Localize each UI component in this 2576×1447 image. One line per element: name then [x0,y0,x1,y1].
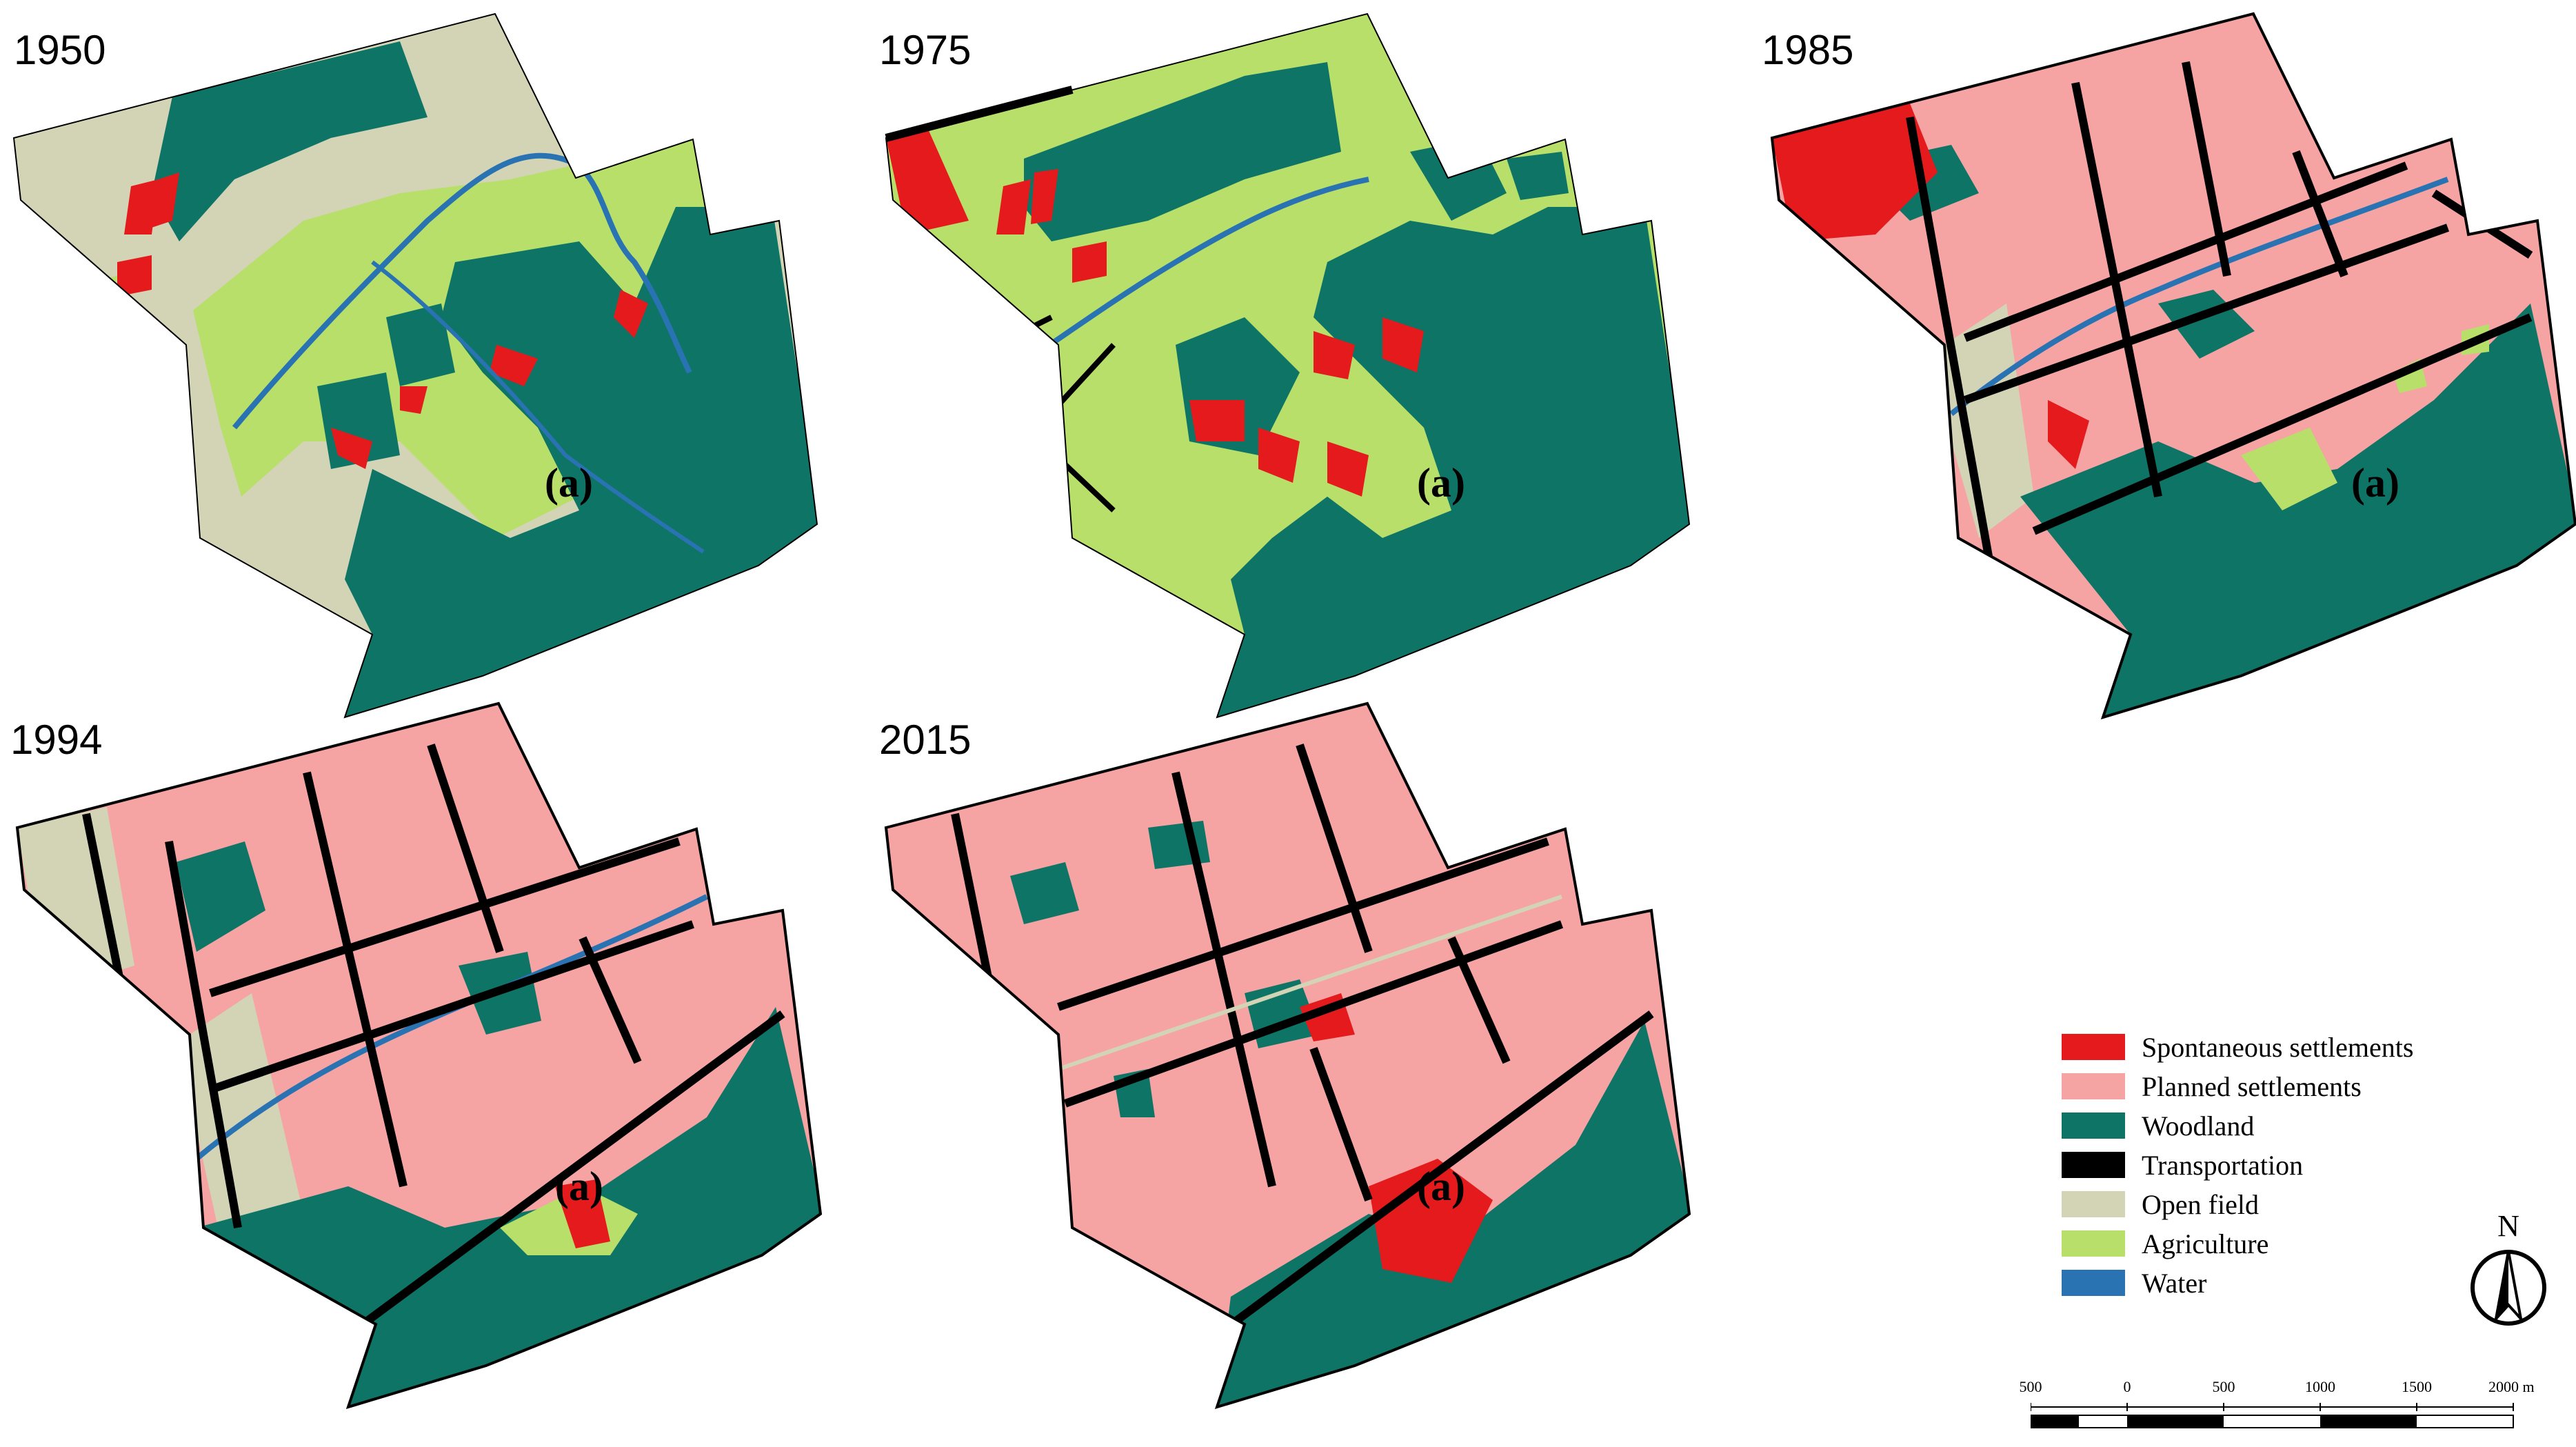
land-use-map: (a) [13,13,818,718]
legend-swatch [2062,1152,2125,1178]
site-label-a: (a) [1417,1164,1465,1209]
legend-item-planned: Planned settlements [2062,1070,2362,1102]
legend-label: Planned settlements [2142,1070,2362,1102]
year-label: 1975 [879,27,972,73]
site-label-a: (a) [1417,460,1465,506]
legend-label: Agriculture [2142,1228,2269,1259]
land-use-map: (a) [16,702,822,1408]
legend-swatch [2062,1270,2125,1296]
year-label: 2015 [879,717,972,763]
north-arrow-icon: N [2471,1209,2546,1326]
scale-tick-label: 500 [2019,1378,2042,1395]
north-arrow: N [2460,1208,2557,1336]
legend-swatch [2062,1230,2125,1257]
legend-item-spontaneous: Spontaneous settlements [2062,1031,2413,1063]
legend-swatch [2062,1112,2125,1139]
legend-swatch [2062,1034,2125,1060]
scale-tick-label: 1500 [2402,1378,2432,1395]
legend-item-agriculture: Agriculture [2062,1228,2268,1259]
legend-label: Water [2142,1267,2207,1299]
legend-label: Spontaneous settlements [2142,1031,2414,1063]
land-use-map: (a) [885,13,1690,718]
scale-tick-label: 1000 [2305,1378,2335,1395]
legend-label: Woodland [2142,1110,2255,1141]
year-label: 1985 [1762,27,1854,73]
north-label: N [2497,1209,2519,1243]
site-label-a: (a) [2351,460,2399,506]
scale-bar: 500 0 500 1000 1500 2000 m [2020,1378,2535,1440]
legend-label: Open field [2142,1188,2259,1220]
year-label: 1994 [10,717,103,763]
legend-item-open-field: Open field [2062,1188,2259,1220]
land-use-map: (a) [885,702,1691,1408]
legend-item-woodland: Woodland [2062,1110,2254,1141]
site-label-a: (a) [555,1164,603,1209]
legend-swatch [2062,1073,2125,1099]
site-label-a: (a) [545,460,593,506]
legend-label: Transportation [2142,1149,2304,1181]
scale-bar-graphic [2031,1403,2514,1428]
year-label: 1950 [14,27,106,73]
legend-swatch [2062,1191,2125,1217]
scale-unit: m [2522,1378,2535,1395]
legend-item-transportation: Transportation [2062,1149,2303,1181]
land-use-map: (a) [1771,12,2576,719]
legend-item-water: Water [2062,1267,2207,1299]
scale-tick-label: 0 [2123,1378,2131,1395]
scale-tick-label: 500 [2212,1378,2235,1395]
scale-tick-label: 2000 [2488,1378,2519,1395]
